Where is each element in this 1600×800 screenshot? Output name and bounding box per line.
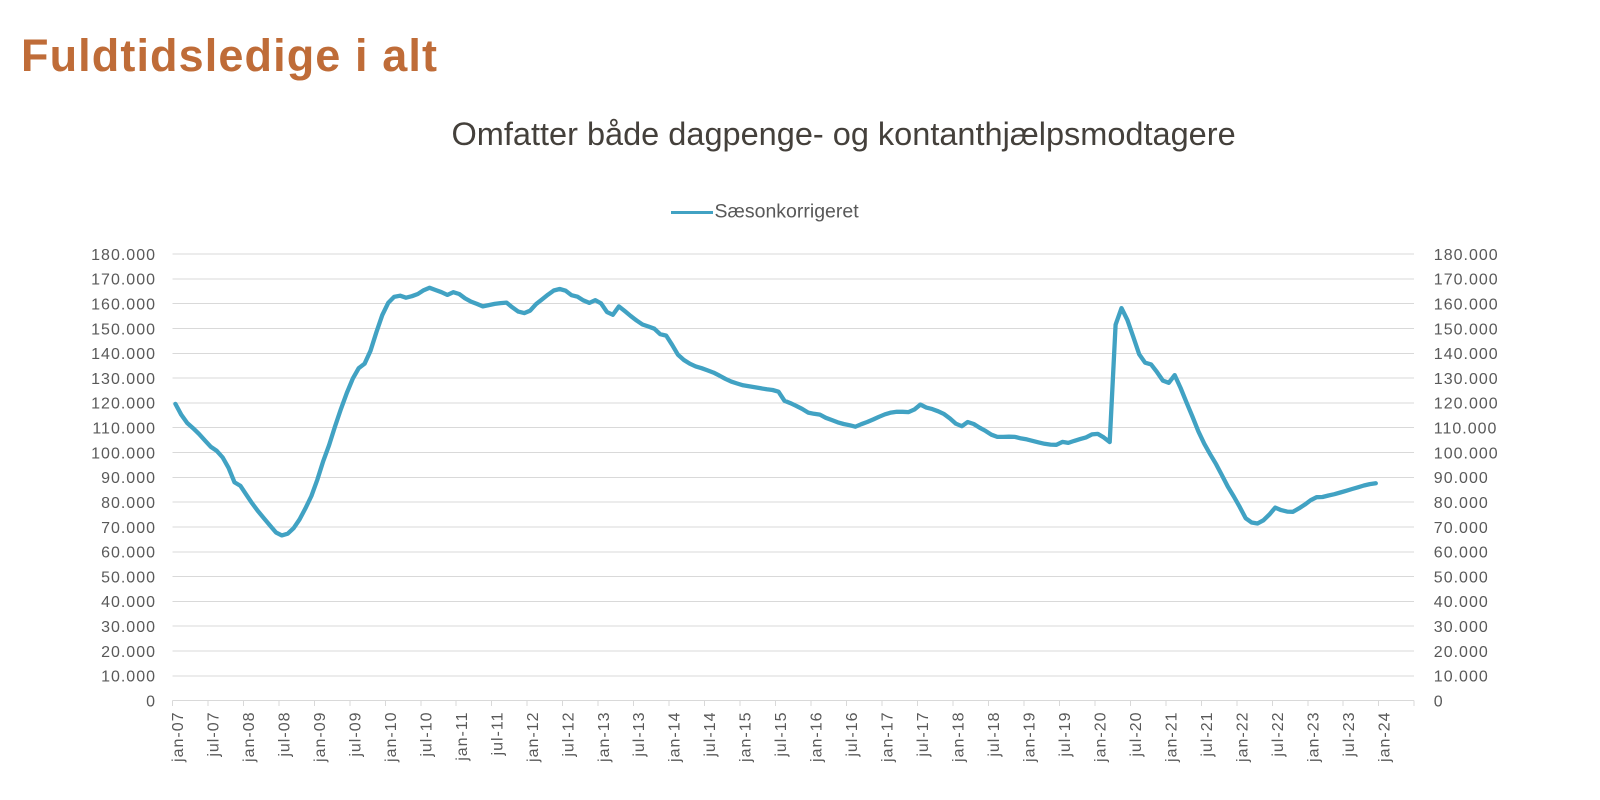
svg-text:70.000: 70.000: [1434, 520, 1489, 537]
svg-text:jul-23: jul-23: [1341, 712, 1358, 758]
svg-text:50.000: 50.000: [1434, 569, 1489, 586]
svg-text:jan-14: jan-14: [667, 712, 684, 763]
svg-text:jan-07: jan-07: [170, 712, 187, 763]
svg-text:40.000: 40.000: [1434, 594, 1489, 611]
svg-text:90.000: 90.000: [1434, 470, 1489, 487]
svg-text:jan-11: jan-11: [454, 712, 471, 762]
svg-text:180.000: 180.000: [1434, 247, 1499, 264]
svg-text:130.000: 130.000: [91, 371, 156, 388]
svg-text:jan-13: jan-13: [596, 712, 613, 763]
svg-text:100.000: 100.000: [91, 445, 156, 462]
svg-text:30.000: 30.000: [101, 619, 156, 636]
svg-text:jul-20: jul-20: [1128, 712, 1145, 758]
svg-text:jan-09: jan-09: [312, 712, 329, 763]
svg-text:Omfatter både dagpenge- og kon: Omfatter både dagpenge- og kontanthjælps…: [452, 116, 1236, 152]
svg-text:80.000: 80.000: [1434, 495, 1489, 512]
svg-text:jan-19: jan-19: [1022, 712, 1039, 763]
svg-text:160.000: 160.000: [1434, 296, 1499, 313]
svg-text:jan-16: jan-16: [809, 712, 826, 763]
svg-text:jan-20: jan-20: [1093, 712, 1110, 763]
svg-text:150.000: 150.000: [1434, 321, 1499, 338]
svg-text:jan-23: jan-23: [1305, 712, 1322, 763]
svg-text:120.000: 120.000: [1434, 396, 1499, 413]
svg-text:jan-24: jan-24: [1376, 712, 1393, 763]
svg-text:jul-13: jul-13: [631, 712, 648, 758]
svg-text:jul-18: jul-18: [986, 712, 1003, 758]
svg-text:60.000: 60.000: [1434, 545, 1489, 562]
svg-text:110.000: 110.000: [92, 421, 156, 438]
svg-text:10.000: 10.000: [1434, 669, 1489, 686]
svg-text:0: 0: [146, 694, 156, 711]
svg-text:30.000: 30.000: [1434, 619, 1489, 636]
svg-text:160.000: 160.000: [91, 296, 156, 313]
svg-text:20.000: 20.000: [101, 644, 156, 661]
svg-text:100.000: 100.000: [1434, 445, 1499, 462]
svg-text:jul-14: jul-14: [702, 712, 719, 758]
svg-text:Sæsonkorrigeret: Sæsonkorrigeret: [715, 201, 860, 223]
svg-text:10.000: 10.000: [101, 669, 156, 686]
svg-text:170.000: 170.000: [91, 272, 156, 289]
svg-text:40.000: 40.000: [101, 594, 156, 611]
svg-text:jul-19: jul-19: [1057, 712, 1074, 758]
svg-text:jan-22: jan-22: [1234, 712, 1251, 763]
svg-text:jul-07: jul-07: [206, 712, 223, 758]
svg-text:70.000: 70.000: [101, 520, 156, 537]
svg-text:0: 0: [1434, 694, 1444, 711]
svg-text:60.000: 60.000: [101, 545, 156, 562]
svg-text:150.000: 150.000: [91, 321, 156, 338]
svg-text:jul-22: jul-22: [1270, 712, 1287, 758]
svg-text:110.000: 110.000: [1434, 421, 1498, 438]
svg-text:130.000: 130.000: [1434, 371, 1499, 388]
svg-text:jan-08: jan-08: [241, 712, 258, 763]
svg-text:180.000: 180.000: [91, 247, 156, 264]
svg-text:170.000: 170.000: [1434, 272, 1499, 289]
svg-text:jul-11: jul-11: [489, 712, 506, 757]
svg-text:20.000: 20.000: [1434, 644, 1489, 661]
svg-text:140.000: 140.000: [1434, 346, 1499, 363]
svg-text:jan-18: jan-18: [951, 712, 968, 763]
svg-text:jan-15: jan-15: [738, 712, 755, 763]
svg-text:80.000: 80.000: [101, 495, 156, 512]
svg-text:jul-21: jul-21: [1199, 712, 1216, 758]
svg-text:50.000: 50.000: [101, 569, 156, 586]
svg-text:jul-15: jul-15: [773, 712, 790, 758]
svg-text:140.000: 140.000: [91, 346, 156, 363]
svg-text:90.000: 90.000: [101, 470, 156, 487]
svg-text:jul-10: jul-10: [418, 712, 435, 758]
svg-text:jul-08: jul-08: [276, 712, 293, 758]
svg-text:jul-16: jul-16: [844, 712, 861, 758]
svg-text:jan-10: jan-10: [383, 712, 400, 763]
svg-text:jul-09: jul-09: [347, 712, 364, 758]
svg-text:jul-17: jul-17: [915, 712, 932, 758]
svg-text:jan-21: jan-21: [1163, 712, 1180, 763]
svg-text:120.000: 120.000: [91, 396, 156, 413]
svg-text:jan-17: jan-17: [880, 712, 897, 763]
svg-text:jul-12: jul-12: [560, 712, 577, 758]
svg-text:Fuldtidsledige i alt: Fuldtidsledige i alt: [21, 30, 438, 81]
svg-text:jan-12: jan-12: [525, 712, 542, 763]
